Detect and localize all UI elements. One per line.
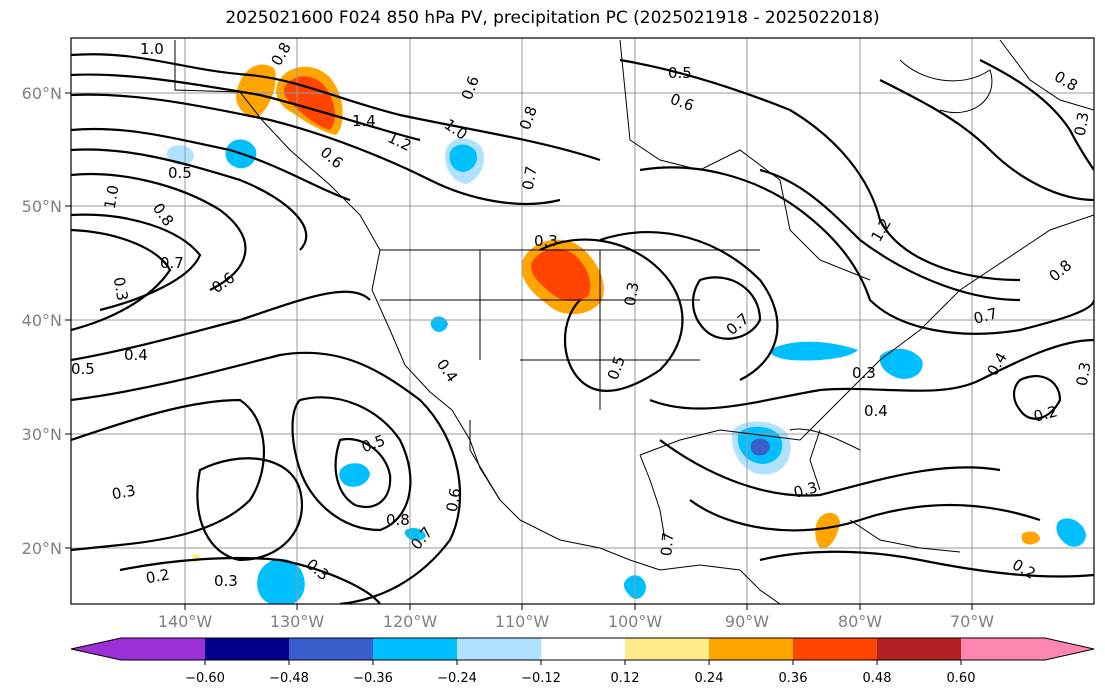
lat-label: 40°N xyxy=(22,311,62,330)
colorbar-segment xyxy=(373,638,457,660)
colorbar-tick-label: −0.12 xyxy=(521,671,561,686)
latitude-labels: 60°N 50°N 40°N 30°N 20°N xyxy=(22,84,62,558)
colorbar-tick-label: −0.60 xyxy=(185,671,225,686)
contour-label: 0.3 xyxy=(534,232,558,250)
lon-label: 140°W xyxy=(158,612,213,631)
colorbar-outline xyxy=(70,637,1095,661)
colorbar-segment xyxy=(709,638,793,660)
contour-label: 1.4 xyxy=(352,112,376,130)
axis-ticks xyxy=(65,92,973,610)
contour-label: 0.3 xyxy=(1071,111,1093,138)
colorbar-tick-label: 0.12 xyxy=(611,671,640,686)
lon-label: 130°W xyxy=(270,612,325,631)
contour-label: 0.7 xyxy=(657,532,677,557)
colorbar-tick-label: −0.36 xyxy=(353,671,393,686)
contour-label: 0.3 xyxy=(110,481,137,503)
coastlines xyxy=(174,39,1094,604)
colorbar-tick-label: 0.36 xyxy=(779,671,808,686)
lon-label: 70°W xyxy=(950,612,994,631)
colorbar-segment xyxy=(541,638,625,660)
contour-label: 0.3 xyxy=(621,281,643,308)
lon-label: 90°W xyxy=(725,612,769,631)
contour-label: 0.3 xyxy=(792,478,820,502)
contour-label: 0.3 xyxy=(110,276,132,303)
contour-label: 0.4 xyxy=(864,402,888,420)
contour-label: 0.7 xyxy=(972,304,1000,328)
lat-label: 60°N xyxy=(22,84,62,103)
contour-label: 0.3 xyxy=(852,364,876,382)
colorbar-segment xyxy=(625,638,709,660)
colorbar-segment xyxy=(877,638,961,660)
contour-label: 0.8 xyxy=(386,511,410,529)
precip-blob-blue xyxy=(1056,518,1086,547)
lat-label: 50°N xyxy=(22,197,62,216)
colorbar-segment xyxy=(71,638,121,660)
contour-label: 0.3 xyxy=(1073,361,1095,388)
contour-label: 0.5 xyxy=(168,164,192,182)
colorbar-segment xyxy=(121,638,205,660)
lon-label: 110°W xyxy=(495,612,550,631)
precip-shading xyxy=(166,64,1086,604)
precip-blob-red xyxy=(531,248,591,302)
precip-blob-blue xyxy=(879,348,923,379)
contour-label: 0.5 xyxy=(71,360,95,378)
contour-label: 0.7 xyxy=(519,165,541,192)
contour-label: 0.2 xyxy=(144,565,171,587)
colorbar-segment xyxy=(457,638,541,660)
colorbar-tick-label: 0.48 xyxy=(863,671,892,686)
colorbar-segment xyxy=(1045,638,1094,660)
lon-label: 100°W xyxy=(608,612,663,631)
contour-label: 0.5 xyxy=(668,64,692,82)
colorbar: −0.60 −0.48 −0.36 −0.24 −0.12 0.12 0.24 … xyxy=(70,637,1095,686)
contour-label: 0.4 xyxy=(124,346,148,364)
colorbar-segment xyxy=(793,638,877,660)
contour-label: 1.0 xyxy=(140,40,164,58)
pv-contours xyxy=(71,53,1094,604)
precip-blob-orange xyxy=(815,512,840,549)
precip-blob-blue xyxy=(770,341,858,361)
map-frame xyxy=(70,37,1095,605)
precip-blob-orange xyxy=(1022,531,1040,545)
colorbar-tick-label: 0.60 xyxy=(947,671,976,686)
map-title: 2025021600 F024 850 hPa PV, precipitatio… xyxy=(225,8,880,28)
lat-label: 20°N xyxy=(22,539,62,558)
precip-blob-blue xyxy=(449,144,478,172)
colorbar-tick-label: −0.24 xyxy=(437,671,477,686)
map-area xyxy=(71,38,1094,604)
colorbar-segment xyxy=(961,638,1045,660)
contour-label: 1.0 xyxy=(101,184,123,211)
lon-label: 120°W xyxy=(383,612,438,631)
contour-label: 0.2 xyxy=(1032,402,1060,426)
lon-label: 80°W xyxy=(838,612,882,631)
precip-blob-blue xyxy=(750,438,770,456)
colorbar-tick-label: −0.48 xyxy=(269,671,309,686)
colorbar-tick-label: 0.24 xyxy=(695,671,724,686)
contour-label: 0.3 xyxy=(214,572,238,590)
colorbar-segment xyxy=(205,638,289,660)
contour-label: 0.7 xyxy=(160,254,184,272)
precip-blob-blue xyxy=(339,463,370,487)
lat-label: 30°N xyxy=(22,425,62,444)
longitude-labels: 140°W 130°W 120°W 110°W 100°W 90°W 80°W … xyxy=(158,612,994,631)
colorbar-segment xyxy=(289,638,373,660)
contour-label: 0.6 xyxy=(443,487,465,514)
precip-blob-blue xyxy=(257,558,305,604)
